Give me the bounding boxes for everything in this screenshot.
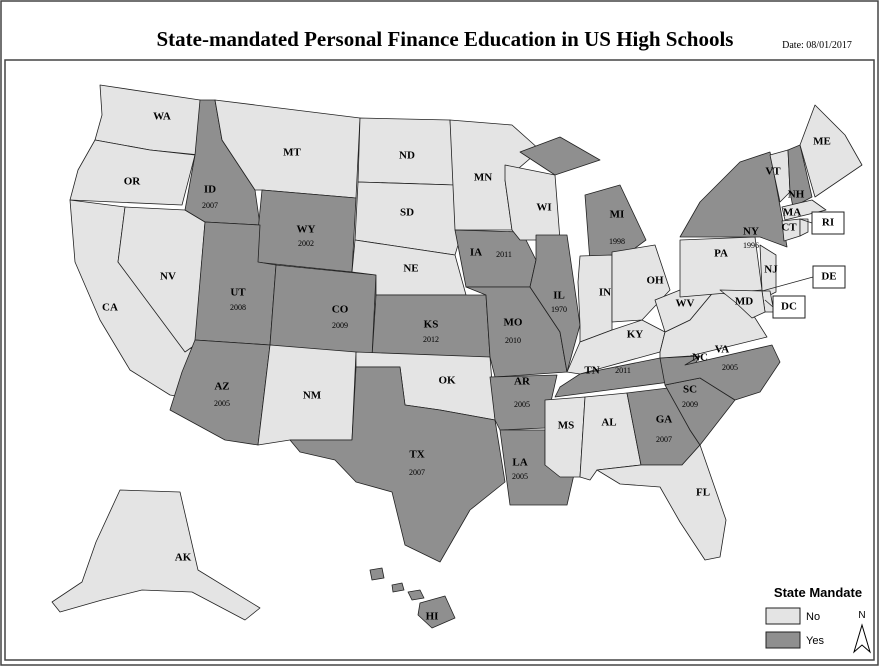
state-shape bbox=[370, 568, 384, 580]
state-label: AL bbox=[601, 417, 616, 429]
legend-title: State Mandate bbox=[774, 585, 862, 600]
state-label: VA bbox=[715, 344, 730, 356]
state-label: NY bbox=[743, 226, 759, 238]
title: State-mandated Personal Finance Educatio… bbox=[157, 27, 734, 51]
state-label: AZ bbox=[214, 381, 229, 393]
state-label: CO bbox=[332, 304, 349, 316]
state-label: OH bbox=[646, 275, 664, 287]
state-label: OK bbox=[438, 375, 456, 387]
state-year: 1996 bbox=[743, 241, 759, 250]
state-label: KS bbox=[424, 319, 439, 331]
state-label: IA bbox=[470, 247, 482, 259]
state-label: KY bbox=[627, 329, 644, 341]
state-label: NH bbox=[788, 189, 805, 201]
legend-swatch bbox=[766, 632, 800, 648]
state-year: 2007 bbox=[656, 435, 672, 444]
state-year: 2010 bbox=[505, 336, 521, 345]
state-label: GA bbox=[656, 414, 673, 426]
state-year: 2008 bbox=[230, 303, 246, 312]
north-label: N bbox=[858, 610, 865, 621]
state-label: NE bbox=[403, 263, 418, 275]
state-year: 1998 bbox=[609, 237, 625, 246]
state-label: ME bbox=[813, 136, 831, 148]
state-label: MD bbox=[735, 296, 753, 308]
state-year: 2005 bbox=[512, 472, 528, 481]
map: State-mandated Personal Finance Educatio… bbox=[0, 0, 879, 666]
state-year: 2011 bbox=[496, 250, 512, 259]
state-shape bbox=[505, 165, 560, 240]
state-year: 2011 bbox=[615, 366, 631, 375]
state-label: IL bbox=[553, 290, 565, 302]
state-year: 2005 bbox=[514, 400, 530, 409]
state-label: AK bbox=[175, 552, 192, 564]
state-label: MI bbox=[610, 209, 625, 221]
state-label: SC bbox=[683, 384, 697, 396]
state-year: 2005 bbox=[214, 399, 230, 408]
state-label: ID bbox=[204, 184, 216, 196]
legend-swatch bbox=[766, 608, 800, 624]
legend-label: No bbox=[806, 611, 820, 623]
state-label: NJ bbox=[764, 264, 778, 276]
state-label: MO bbox=[504, 317, 523, 329]
state-label: DC bbox=[781, 301, 797, 313]
state-label: NV bbox=[160, 271, 176, 283]
state-label: HI bbox=[426, 611, 439, 623]
state-label: ND bbox=[399, 150, 415, 162]
state-label: AR bbox=[514, 376, 531, 388]
state-label: NM bbox=[303, 390, 322, 402]
state-shape bbox=[392, 583, 404, 592]
state-shape bbox=[270, 265, 376, 357]
state-year: 2009 bbox=[682, 400, 698, 409]
state-label: IN bbox=[599, 287, 611, 299]
state-year: 2012 bbox=[423, 335, 439, 344]
state-label: SD bbox=[400, 207, 414, 219]
legend-label: Yes bbox=[806, 635, 824, 647]
state-label: MS bbox=[558, 420, 575, 432]
state-year: 2007 bbox=[409, 468, 425, 477]
state-label: MA bbox=[783, 207, 801, 219]
state-label: CT bbox=[781, 222, 797, 234]
state-label: WY bbox=[297, 224, 316, 236]
state-label: WI bbox=[536, 202, 551, 214]
state-label: UT bbox=[230, 287, 246, 299]
state-year: 1970 bbox=[551, 305, 567, 314]
state-label: OR bbox=[124, 176, 142, 188]
state-label: MT bbox=[283, 147, 301, 159]
state-label: CA bbox=[102, 302, 118, 314]
state-label: TN bbox=[584, 365, 599, 377]
state-label: LA bbox=[512, 457, 527, 469]
state-year: 2002 bbox=[298, 239, 314, 248]
state-label: DE bbox=[821, 271, 836, 283]
state-label: VT bbox=[765, 166, 781, 178]
date: Date: 08/01/2017 bbox=[782, 40, 852, 51]
state-label: RI bbox=[822, 217, 834, 229]
state-shape bbox=[545, 397, 585, 477]
state-year: 2007 bbox=[202, 201, 218, 210]
state-label: MN bbox=[474, 172, 492, 184]
state-year: 2009 bbox=[332, 321, 348, 330]
state-label: PA bbox=[714, 248, 728, 260]
state-label: TX bbox=[409, 449, 424, 461]
state-label: NC bbox=[692, 352, 708, 364]
state-year: 2005 bbox=[722, 363, 738, 372]
state-label: FL bbox=[696, 487, 710, 499]
state-label: WV bbox=[676, 298, 695, 310]
state-label: WA bbox=[153, 111, 171, 123]
